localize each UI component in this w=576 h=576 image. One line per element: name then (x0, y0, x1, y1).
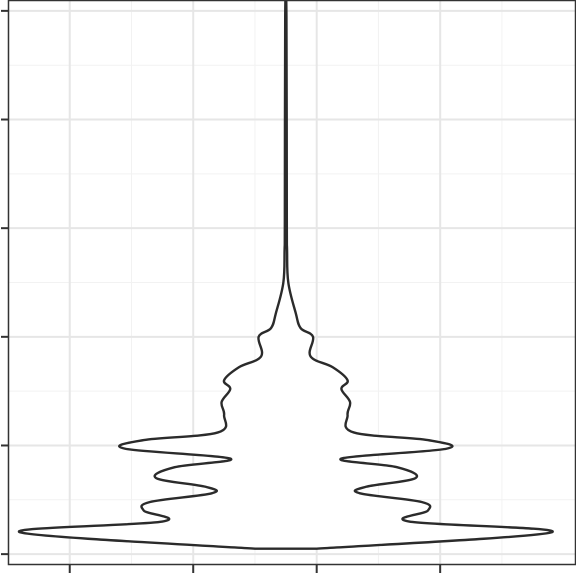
violin-shape (17, 0, 554, 550)
violin-layer (17, 0, 554, 550)
